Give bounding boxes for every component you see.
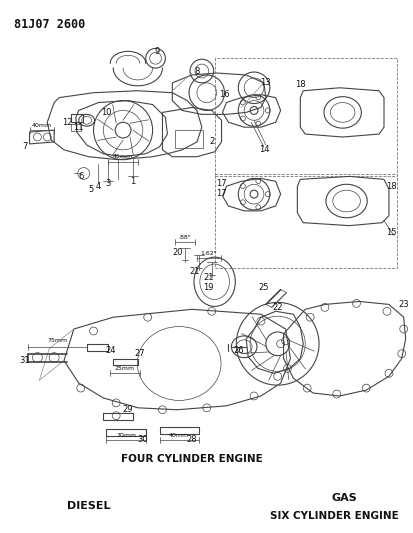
Text: 17: 17 <box>216 189 226 198</box>
Text: 23: 23 <box>397 300 408 309</box>
Text: 3: 3 <box>105 179 111 188</box>
Bar <box>214 58 396 176</box>
Text: 25mm: 25mm <box>115 366 135 371</box>
Text: 10: 10 <box>101 108 112 117</box>
Text: 12: 12 <box>62 118 72 127</box>
Bar <box>71 124 81 131</box>
Text: 40mm: 40mm <box>169 433 189 438</box>
Text: 70mm: 70mm <box>116 433 136 438</box>
Text: 15: 15 <box>385 228 395 237</box>
Text: 5: 5 <box>88 185 93 193</box>
Text: SIX CYLINDER ENGINE: SIX CYLINDER ENGINE <box>270 511 398 521</box>
Text: GAS: GAS <box>331 494 357 503</box>
Text: 27: 27 <box>134 349 145 358</box>
Text: 75mm: 75mm <box>47 338 67 343</box>
Text: 2: 2 <box>209 138 214 147</box>
Text: DIESEL: DIESEL <box>67 501 110 511</box>
Text: 7: 7 <box>22 142 27 151</box>
Text: .88": .88" <box>178 235 191 240</box>
Text: 1: 1 <box>130 177 135 186</box>
Text: 17: 17 <box>216 179 226 188</box>
Text: 31: 31 <box>19 356 30 365</box>
Text: 25: 25 <box>258 283 268 292</box>
Text: 28: 28 <box>186 435 197 444</box>
Text: 40mm: 40mm <box>31 123 51 128</box>
Text: 20: 20 <box>171 248 182 257</box>
Text: 29: 29 <box>123 405 133 414</box>
Text: 21: 21 <box>189 268 200 277</box>
Text: 26: 26 <box>233 346 243 355</box>
Text: 19: 19 <box>203 283 214 292</box>
Bar <box>214 174 396 268</box>
Bar <box>175 130 202 148</box>
Text: 6: 6 <box>78 172 83 181</box>
Text: 24: 24 <box>105 346 115 355</box>
Text: 8: 8 <box>194 67 199 76</box>
Text: FOUR CYLINDER ENGINE: FOUR CYLINDER ENGINE <box>121 454 262 464</box>
Text: 16: 16 <box>218 90 229 99</box>
Text: 45mm: 45mm <box>113 154 133 159</box>
Bar <box>71 115 83 122</box>
Text: 18: 18 <box>386 182 396 191</box>
Text: 9: 9 <box>154 47 160 56</box>
Text: 4: 4 <box>95 182 101 191</box>
Text: 81J07 2600: 81J07 2600 <box>14 18 85 31</box>
Text: 22: 22 <box>272 303 282 312</box>
Text: 13: 13 <box>260 78 271 87</box>
Text: 21: 21 <box>203 273 214 282</box>
Text: 1.62": 1.62" <box>200 251 216 256</box>
Text: 14: 14 <box>258 146 268 155</box>
Text: 18: 18 <box>294 80 305 90</box>
Text: 30: 30 <box>137 435 148 444</box>
Text: 11: 11 <box>74 123 84 132</box>
